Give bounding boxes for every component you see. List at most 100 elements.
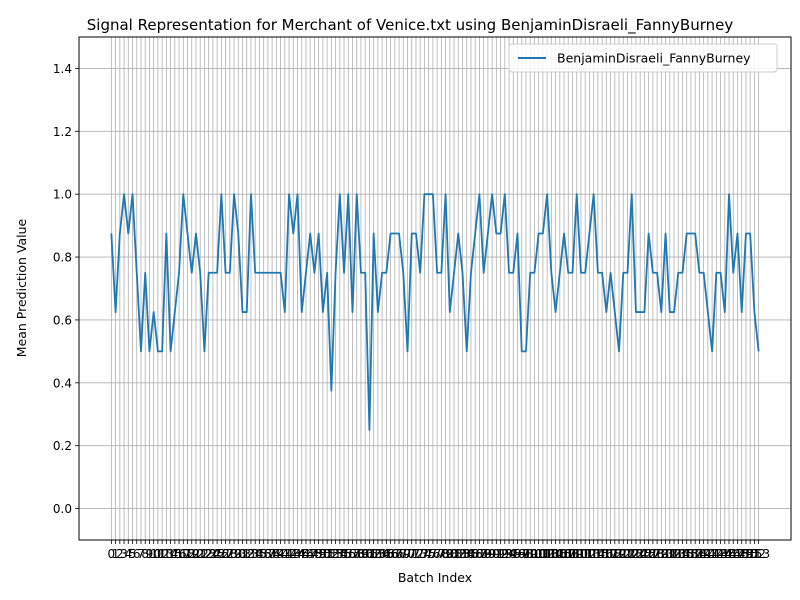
x-tick-label: 33 — [243, 547, 258, 561]
x-tick-label: 81 — [446, 547, 461, 561]
x-tick-label: 102 — [531, 547, 554, 561]
x-tick-label: 10 — [146, 547, 161, 561]
x-tick-label: 95 — [506, 547, 521, 561]
x-tick-label: 101 — [527, 547, 550, 561]
x-tick-label: 133 — [663, 547, 686, 561]
x-tick-label: 153 — [747, 547, 770, 561]
y-tick-label: 1.4 — [53, 62, 72, 76]
x-tick-label: 97 — [514, 547, 529, 561]
legend-box — [508, 43, 778, 73]
x-tick-label: 134 — [667, 547, 690, 561]
x-tick-label: 50 — [315, 547, 330, 561]
x-axis-label: Batch Index — [398, 570, 472, 585]
x-tick-label: 47 — [303, 547, 318, 561]
x-tick-label: 65 — [379, 547, 394, 561]
x-tick-label: 71 — [404, 547, 419, 561]
x-tick-label: 20 — [188, 547, 203, 561]
x-tick-label: 67 — [387, 547, 402, 561]
x-tick-label: 130 — [650, 547, 673, 561]
x-tick-label: 57 — [345, 547, 360, 561]
x-tick-label: 21 — [193, 547, 208, 561]
x-tick-label: 126 — [633, 547, 656, 561]
x-tick-label: 123 — [620, 547, 643, 561]
x-gridlines — [110, 37, 760, 540]
x-tick-label: 15 — [167, 547, 182, 561]
x-tick-label: 124 — [624, 547, 647, 561]
x-tick-label: 46 — [298, 547, 313, 561]
x-tick-label: 5 — [129, 547, 137, 561]
x-tick-label: 70 — [400, 547, 415, 561]
x-tick-label: 149 — [730, 547, 753, 561]
x-tick-label: 42 — [281, 547, 296, 561]
x-tick-label: 112 — [574, 547, 597, 561]
x-tick-label: 108 — [557, 547, 580, 561]
x-tick-label: 146 — [718, 547, 741, 561]
x-tick-label: 2 — [116, 547, 124, 561]
x-tick-label: 85 — [463, 547, 478, 561]
x-tick-label: 107 — [553, 547, 576, 561]
y-tick-label: 1.0 — [53, 188, 72, 202]
x-tick-label: 23 — [201, 547, 216, 561]
x-tick-label: 40 — [273, 547, 288, 561]
x-tick-label: 121 — [612, 547, 635, 561]
x-tick-label: 141 — [696, 547, 719, 561]
x-tick-label: 13 — [159, 547, 174, 561]
x-tick-label: 38 — [264, 547, 279, 561]
x-tick-label: 145 — [713, 547, 736, 561]
y-tick-label: 1.2 — [53, 125, 72, 139]
x-tick-label: 87 — [472, 547, 487, 561]
series-layer — [110, 193, 760, 431]
x-tick-label: 79 — [438, 547, 453, 561]
x-tick-label: 16 — [171, 547, 186, 561]
x-tick-label: 89 — [480, 547, 495, 561]
x-tick-label: 1 — [112, 547, 120, 561]
x-tick-label: 32 — [239, 547, 254, 561]
y-tick-label: 0.6 — [53, 313, 72, 327]
x-tick-label: 114 — [582, 547, 605, 561]
x-tick-label: 59 — [353, 547, 368, 561]
x-tick-label: 48 — [307, 547, 322, 561]
plot-background — [79, 37, 791, 540]
x-tick-label: 35 — [252, 547, 267, 561]
x-tick-label: 117 — [595, 547, 618, 561]
plot-frame — [78, 36, 792, 541]
x-tick-label: 62 — [366, 547, 381, 561]
x-tick-label: 103 — [536, 547, 559, 561]
legend-label: BenjaminDisraeli_FannyBurney — [557, 51, 751, 66]
x-tick-label: 80 — [442, 547, 457, 561]
x-tick-label: 128 — [641, 547, 664, 561]
x-tick-label: 99 — [523, 547, 538, 561]
x-tick-label: 122 — [616, 547, 639, 561]
y-tick-label: 0.0 — [53, 502, 72, 516]
x-tick-label: 147 — [722, 547, 745, 561]
x-tick-label: 49 — [311, 547, 326, 561]
x-tick-label: 78 — [434, 547, 449, 561]
x-tick-label: 139 — [688, 547, 711, 561]
chart-title: Signal Representation for Merchant of Ve… — [87, 16, 734, 35]
x-tick-label: 9 — [146, 547, 154, 561]
x-tick-label: 142 — [701, 547, 724, 561]
x-tick-label: 148 — [726, 547, 749, 561]
x-tick-label: 61 — [362, 547, 377, 561]
x-tick-label: 74 — [417, 547, 432, 561]
x-tick-label: 25 — [209, 547, 224, 561]
x-tick-label: 75 — [421, 547, 436, 561]
x-tick-label: 137 — [679, 547, 702, 561]
x-tick-label: 91 — [489, 547, 504, 561]
x-tick-label: 34 — [248, 547, 263, 561]
x-tick-label: 56 — [341, 547, 356, 561]
x-tick-label: 110 — [565, 547, 588, 561]
x-tick-label: 135 — [671, 547, 694, 561]
x-tick-label: 111 — [570, 547, 593, 561]
x-tick-label: 152 — [743, 547, 766, 561]
x-tick-label: 100 — [523, 547, 546, 561]
x-tick-label: 54 — [332, 547, 347, 561]
x-tick-label: 14 — [163, 547, 178, 561]
x-tick-label: 73 — [413, 547, 428, 561]
x-axis-ticks: 0123456789101112131415161718192021222324… — [108, 540, 770, 561]
x-tick-label: 93 — [497, 547, 512, 561]
x-tick-label: 119 — [603, 547, 626, 561]
x-tick-label: 86 — [468, 547, 483, 561]
x-tick-label: 125 — [629, 547, 652, 561]
